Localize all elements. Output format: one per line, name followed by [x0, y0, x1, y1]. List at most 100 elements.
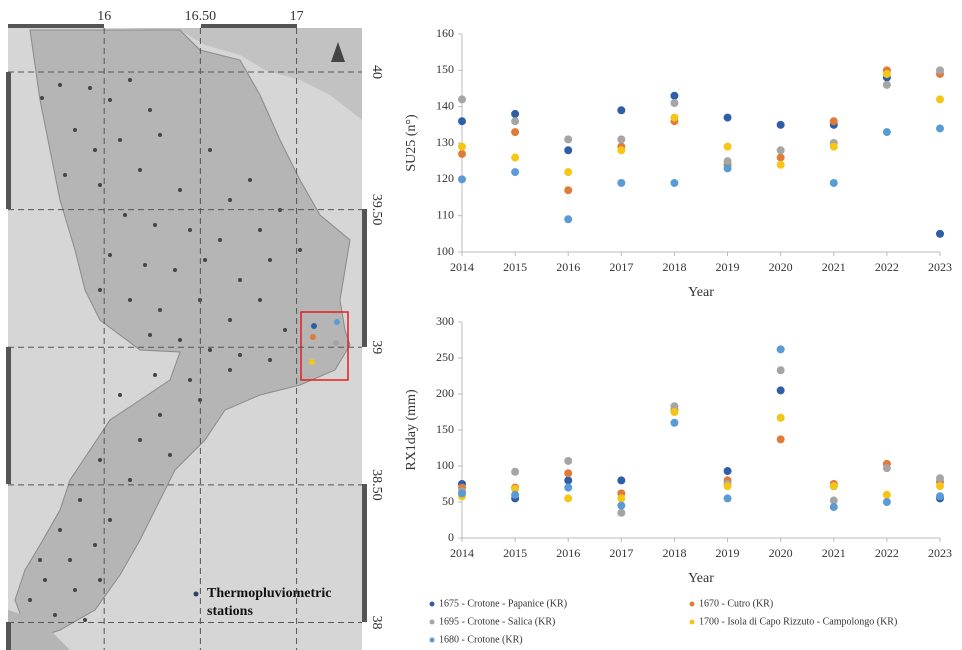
- y-tick-label: 300: [436, 314, 454, 328]
- station: [153, 373, 157, 377]
- y-tick-label: 39.50: [369, 194, 384, 226]
- station: [73, 128, 77, 132]
- data-point: [511, 168, 520, 177]
- station: [83, 618, 87, 622]
- frame-bar: [362, 484, 367, 622]
- station: [188, 378, 192, 382]
- x-tick-label: 2016: [556, 546, 580, 560]
- data-point: [564, 494, 573, 503]
- station: [118, 393, 122, 397]
- station: [178, 188, 182, 192]
- station: [68, 558, 72, 562]
- data-point: [829, 482, 838, 491]
- station: [311, 323, 317, 329]
- x-tick-label: 2019: [716, 546, 740, 560]
- x-tick-label: 2019: [716, 260, 740, 274]
- data-point: [670, 113, 679, 122]
- data-point: [723, 494, 732, 503]
- y-tick-label: 150: [436, 422, 454, 436]
- station: [268, 258, 272, 262]
- station: [40, 96, 44, 100]
- data-point: [936, 124, 944, 133]
- x-tick-label: 2017: [609, 260, 633, 274]
- data-point: [776, 386, 785, 395]
- y-tick-label: 150: [436, 62, 454, 76]
- y-axis-label: RX1day (mm): [404, 389, 419, 471]
- legend-marker: [689, 601, 695, 607]
- data-point: [564, 135, 573, 144]
- legend-label: 1675 - Crotone - Papanice (KR): [439, 598, 567, 609]
- station: [28, 598, 32, 602]
- legend-label: 1700 - Isola di Capo Rizzuto - Campolong…: [699, 616, 897, 627]
- station: [58, 528, 62, 532]
- data-point: [564, 146, 573, 155]
- x-tick-label: 2021: [822, 260, 846, 274]
- data-point: [829, 496, 838, 505]
- station: [88, 86, 92, 90]
- data-point: [617, 476, 626, 485]
- map: [6, 24, 367, 650]
- legend-marker: [193, 591, 199, 597]
- data-point: [882, 490, 891, 499]
- data-point: [670, 91, 679, 100]
- x-tick-label: 2018: [662, 260, 686, 274]
- station: [258, 228, 262, 232]
- station: [258, 298, 262, 302]
- station: [158, 133, 162, 137]
- station: [334, 319, 340, 325]
- data-point: [723, 157, 732, 166]
- data-point: [617, 494, 626, 503]
- x-tick-label: 2020: [769, 546, 793, 560]
- station: [228, 198, 232, 202]
- y-tick-label: 130: [436, 135, 454, 149]
- y-tick-label: 100: [436, 458, 454, 472]
- data-point: [670, 418, 679, 427]
- data-point: [829, 503, 838, 512]
- data-point: [511, 153, 520, 162]
- legend-marker: [429, 601, 435, 607]
- station: [153, 223, 157, 227]
- x-tick-label: 2014: [450, 260, 474, 274]
- station: [158, 308, 162, 312]
- x-axis-label: Year: [688, 571, 714, 586]
- y-tick-label: 200: [436, 386, 454, 400]
- station: [38, 558, 42, 562]
- data-point: [829, 117, 838, 126]
- data-point: [564, 186, 573, 195]
- data-point: [776, 146, 785, 155]
- station: [143, 263, 147, 267]
- station: [53, 613, 57, 617]
- data-point: [936, 229, 944, 238]
- x-tick-label: 16: [97, 9, 111, 24]
- data-point: [776, 160, 785, 169]
- data-point: [723, 482, 732, 491]
- data-point: [723, 142, 732, 151]
- data-point: [936, 474, 944, 483]
- station: [93, 148, 97, 152]
- data-point: [458, 489, 466, 498]
- data-point: [670, 178, 679, 187]
- station: [78, 498, 82, 502]
- y-tick-label: 0: [448, 530, 454, 544]
- y-tick-label: 50: [442, 494, 454, 508]
- station: [148, 333, 152, 337]
- data-point: [564, 215, 573, 224]
- station: [128, 78, 132, 82]
- y-tick-label: 140: [436, 98, 454, 112]
- data-point: [776, 153, 785, 162]
- y-tick-label: 40: [369, 65, 384, 79]
- data-point: [458, 117, 466, 126]
- station: [108, 518, 112, 522]
- station: [309, 359, 315, 365]
- station: [283, 328, 287, 332]
- data-point: [723, 467, 732, 476]
- frame-bar: [8, 24, 104, 28]
- data-point: [829, 142, 838, 151]
- station: [168, 453, 172, 457]
- x-tick-label: 2022: [875, 260, 899, 274]
- sicily: [8, 610, 70, 650]
- station: [138, 438, 142, 442]
- station: [203, 258, 207, 262]
- data-point: [564, 456, 573, 465]
